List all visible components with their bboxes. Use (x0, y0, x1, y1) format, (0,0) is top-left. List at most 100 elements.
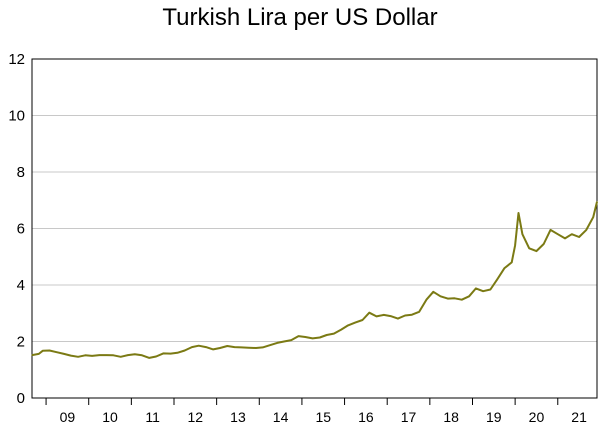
x-tick-label: 12 (188, 409, 204, 425)
chart-title: Turkish Lira per US Dollar (162, 4, 438, 31)
data-point (312, 337, 314, 339)
data-point (496, 278, 498, 280)
axes (31, 58, 598, 399)
data-point (557, 233, 559, 235)
data-point (549, 229, 552, 231)
series-layer (31, 201, 598, 359)
y-tick-label: 6 (17, 221, 25, 238)
data-point (521, 233, 524, 235)
x-tick-label: 19 (486, 409, 502, 425)
data-point (120, 356, 122, 358)
data-point (148, 357, 150, 359)
y-tick-label: 12 (8, 51, 25, 68)
y-tick-label: 2 (17, 334, 25, 351)
data-point (283, 340, 285, 343)
grid-lines (32, 58, 597, 342)
data-point (77, 356, 79, 358)
data-point (578, 236, 580, 238)
data-point (91, 355, 93, 357)
data-point (461, 299, 463, 301)
data-point (319, 336, 321, 339)
data-point (262, 346, 264, 348)
data-point (404, 314, 406, 317)
data-point (276, 342, 278, 344)
data-point (411, 314, 413, 316)
data-point (112, 354, 114, 356)
data-point (418, 311, 420, 313)
data-point (269, 344, 271, 346)
data-point (528, 247, 530, 249)
data-point (439, 295, 442, 297)
data-point (205, 346, 207, 348)
data-point (390, 315, 392, 317)
data-point (326, 334, 328, 336)
data-point (383, 314, 385, 316)
data-point (42, 350, 44, 352)
data-point (375, 315, 378, 317)
data-point (347, 324, 349, 326)
data-point (127, 354, 129, 356)
data-point (297, 335, 300, 337)
plot-frame (31, 58, 598, 399)
data-point (333, 333, 335, 335)
x-tick-label: 10 (102, 409, 118, 425)
x-tick-label: 18 (443, 409, 459, 425)
data-point (482, 290, 484, 292)
data-point (84, 354, 86, 356)
data-point (489, 288, 491, 291)
x-tick-label: 11 (145, 409, 160, 425)
x-tick-label: 15 (315, 409, 331, 425)
data-point (592, 216, 594, 218)
data-point (290, 339, 292, 341)
data-point (361, 319, 364, 321)
data-point (248, 347, 250, 349)
data-point (70, 355, 72, 357)
data-point (184, 349, 186, 352)
y-axis-ticks: 0 2 4 6 8 10 12 (8, 51, 25, 407)
data-point (226, 345, 228, 347)
data-point (397, 318, 399, 320)
data-point (63, 353, 65, 355)
data-point (503, 267, 506, 269)
data-point (233, 346, 236, 348)
x-tick-label: 20 (529, 409, 545, 425)
data-point (564, 237, 566, 239)
data-point (447, 298, 449, 300)
data-point (240, 346, 242, 348)
data-point (98, 354, 100, 356)
data-point (425, 299, 427, 301)
data-point (432, 291, 434, 293)
data-point (31, 354, 33, 356)
y-tick-label: 8 (17, 164, 25, 181)
data-point (585, 229, 587, 231)
data-point (543, 243, 545, 245)
y-tick-label: 10 (8, 108, 25, 125)
data-point (340, 329, 342, 331)
data-point (571, 233, 573, 235)
data-point (368, 312, 370, 314)
data-point (176, 352, 178, 354)
x-tick-label: 13 (230, 409, 246, 425)
data-point (155, 355, 157, 358)
data-point (354, 322, 356, 324)
data-point (56, 351, 58, 353)
data-point (212, 348, 214, 350)
y-tick-label: 4 (17, 277, 25, 294)
data-point (304, 336, 306, 338)
data-point (511, 261, 513, 263)
data-point (219, 347, 221, 349)
data-point (134, 353, 136, 355)
x-tick-label: 14 (273, 409, 289, 425)
data-point (514, 244, 516, 246)
data-point (162, 352, 164, 354)
data-point (468, 295, 470, 297)
x-tick-label: 17 (401, 409, 417, 425)
data-point (596, 201, 598, 203)
y-tick-label: 0 (17, 390, 25, 407)
x-tick-label: 21 (571, 409, 587, 425)
data-point (170, 353, 172, 355)
x-tick-label: 09 (60, 409, 76, 425)
data-point (517, 212, 520, 214)
x-axis-ticks: 09 10 11 12 13 14 15 16 17 18 19 20 21 (45, 398, 587, 425)
